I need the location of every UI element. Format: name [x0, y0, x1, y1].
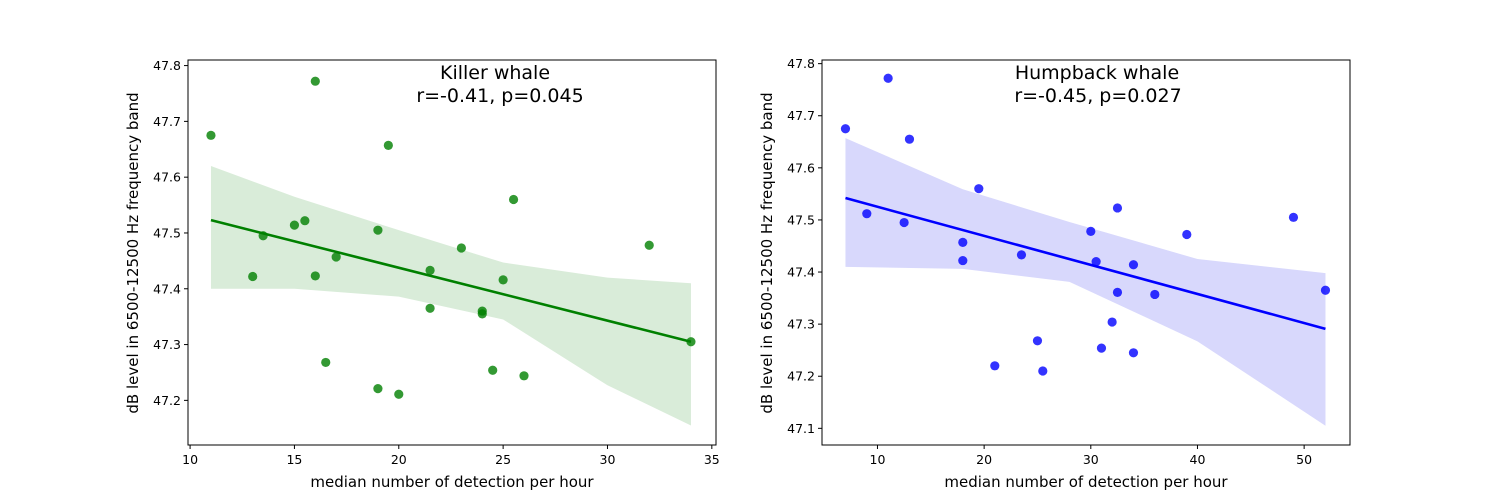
- y-tick-label: 47.8: [153, 58, 181, 73]
- data-point: [425, 303, 435, 313]
- data-point: [488, 365, 498, 375]
- data-point: [958, 237, 968, 247]
- data-point: [904, 134, 915, 144]
- data-point: [1091, 257, 1101, 267]
- x-tick-label: 30: [600, 452, 616, 467]
- y-tick-label: 47.4: [153, 281, 181, 296]
- data-point: [456, 243, 466, 253]
- data-point: [373, 384, 383, 394]
- data-point: [206, 130, 216, 140]
- chart-title: Humpback whale: [1015, 62, 1179, 84]
- data-point: [899, 217, 909, 228]
- y-tick-label: 47.4: [787, 265, 815, 280]
- data-point: [519, 371, 529, 381]
- regression-line: [210, 218, 692, 344]
- y-tick-label: 47.5: [153, 225, 181, 240]
- data-point: [1038, 366, 1048, 376]
- y-tick-label: 47.5: [787, 212, 815, 227]
- panel-humpback-whale: 10 20 30 40 50 47.1 47.2 47.3 47.4 47.5 47.6 47.7 47…: [758, 56, 1351, 491]
- data-point: [883, 73, 893, 83]
- data-point: [1288, 212, 1299, 222]
- x-tick-label: 10: [182, 452, 198, 467]
- data-point: [508, 194, 519, 205]
- y-tick-label: 47.3: [153, 337, 181, 352]
- x-tick-label: 50: [1296, 452, 1312, 467]
- chart-subtitle: r=-0.41, p=0.045: [416, 85, 583, 107]
- y-tick-label: 47.6: [153, 170, 181, 185]
- data-point: [300, 216, 310, 226]
- x-axis-label: median number of detection per hour: [310, 473, 594, 491]
- y-tick-label: 47.7: [787, 108, 815, 123]
- data-point: [425, 265, 435, 275]
- y-tick-label: 47.1: [787, 421, 815, 436]
- data-point: [1112, 287, 1123, 297]
- y-tick-label: 47.2: [787, 369, 815, 384]
- plot-frame: [187, 59, 717, 446]
- data-point: [1107, 317, 1117, 327]
- data-point: [644, 240, 654, 250]
- data-point: [1128, 348, 1139, 358]
- y-tick-label: 47.3: [787, 317, 815, 332]
- data-point: [310, 76, 320, 86]
- data-point: [862, 209, 872, 219]
- data-point: [289, 220, 300, 230]
- data-point: [477, 309, 487, 319]
- data-point: [321, 357, 331, 368]
- data-point: [1150, 289, 1160, 300]
- data-point: [310, 271, 320, 281]
- data-point: [990, 361, 1000, 371]
- data-point: [498, 275, 508, 285]
- x-tick-label: 20: [391, 452, 407, 467]
- y-axis-label: dB level in 6500-12500 Hz frequency band: [124, 92, 142, 413]
- x-tick-label: 35: [704, 452, 720, 467]
- data-point: [248, 271, 258, 282]
- x-tick-label: 15: [286, 452, 302, 467]
- confidence-band: [845, 138, 1326, 426]
- data-point: [331, 252, 341, 262]
- data-point: [383, 140, 393, 150]
- x-tick-label: 20: [976, 452, 992, 467]
- y-tick-label: 47.7: [153, 114, 181, 129]
- chart-title: Killer whale: [440, 62, 550, 84]
- y-axis-label: dB level in 6500-12500 Hz frequency band: [758, 92, 776, 413]
- data-point: [1128, 260, 1139, 270]
- data-point: [958, 255, 968, 266]
- data-point: [1320, 285, 1331, 295]
- x-axis-label: median number of detection per hour: [944, 473, 1228, 491]
- y-tick-label: 47.8: [787, 56, 815, 71]
- data-point: [1032, 336, 1043, 346]
- data-point: [974, 184, 984, 194]
- data-point: [1086, 226, 1096, 237]
- chart-subtitle: r=-0.45, p=0.027: [1014, 85, 1181, 107]
- x-tick-label: 40: [1190, 452, 1206, 467]
- panel-killer-whale: 10 15 20 25 30 35 47.2 47.3 47.4 47.5 47.6 47.7 47.8…: [124, 58, 720, 491]
- x-tick-label: 25: [495, 452, 511, 467]
- plot-frame: [821, 59, 1351, 446]
- data-point: [1182, 229, 1192, 240]
- data-point: [1096, 343, 1107, 353]
- data-point: [373, 225, 383, 235]
- data-point: [394, 389, 404, 399]
- regression-line: [845, 196, 1326, 331]
- data-point: [840, 124, 851, 134]
- confidence-band: [210, 166, 691, 426]
- y-tick-label: 47.6: [787, 160, 815, 175]
- y-tick-label: 47.2: [153, 393, 181, 408]
- data-point: [1112, 203, 1123, 213]
- x-tick-label: 10: [870, 452, 886, 467]
- x-tick-label: 30: [1083, 452, 1099, 467]
- data-point: [1016, 250, 1027, 260]
